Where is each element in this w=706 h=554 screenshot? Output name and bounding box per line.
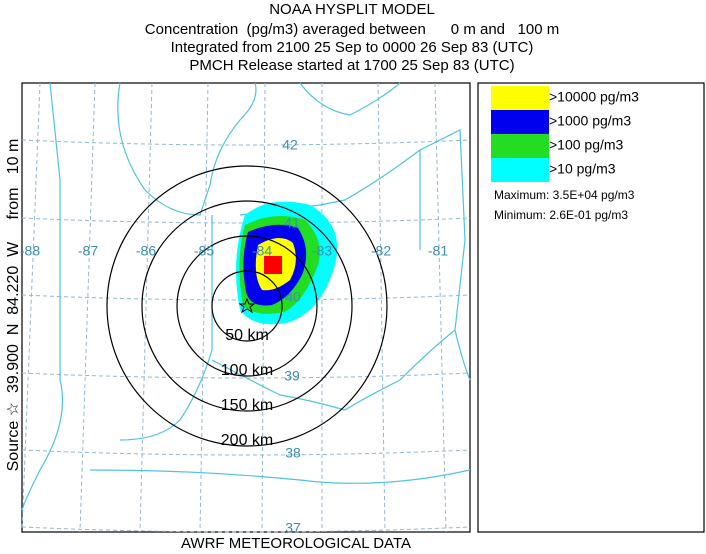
legend-label: >10 pg/m3 — [549, 161, 616, 177]
ring-label: 200 km — [221, 432, 273, 449]
footer: AWRF METEOROLOGICAL DATA — [181, 535, 411, 552]
lon-label: -88 — [20, 243, 40, 259]
lat-label: 41 — [284, 215, 300, 231]
lon-label: -84 — [252, 243, 272, 259]
lon-label: -85 — [194, 243, 214, 259]
legend-swatch — [491, 158, 549, 182]
legend-swatch — [491, 134, 549, 158]
minimum-text: Minimum: 2.6E-01 pg/m3 — [494, 208, 628, 222]
legend-label: >1000 pg/m3 — [549, 113, 631, 129]
legend: >10000 pg/m3 >1000 pg/m3 >100 pg/m3 >10 pg/… — [477, 82, 705, 533]
title-line: PMCH Release started at 1700 25 Sep 83 (… — [189, 57, 514, 74]
map: -88 -87 -86 -85 -84 -83 -82 -81 42 41 40 39 38 37 50 k… — [20, 82, 471, 536]
lon-label: -82 — [371, 243, 391, 259]
legend-swatch — [491, 86, 549, 110]
title-line: Integrated from 2100 25 Sep to 0000 26 S… — [171, 39, 534, 56]
maximum-text: Maximum: 3.5E+04 pg/m3 — [494, 188, 635, 202]
ring-label: 150 km — [221, 397, 273, 414]
lat-label: 39 — [284, 368, 300, 384]
title-line: NOAA HYSPLIT MODEL — [269, 1, 435, 18]
lat-label: 40 — [285, 289, 301, 305]
boundaries — [21, 82, 471, 511]
title-line: Concentration (pg/m3) averaged between 0… — [145, 21, 559, 38]
lon-label: -81 — [428, 243, 448, 259]
lon-label: -87 — [78, 243, 98, 259]
source-label: Source ☆ 39.900 N 84.220 W from 10 m — [5, 139, 22, 472]
plume — [236, 201, 338, 325]
ring-label: 100 km — [221, 362, 273, 379]
legend-label: >100 pg/m3 — [549, 137, 624, 153]
legend-swatch — [491, 110, 549, 134]
source-star — [238, 297, 256, 314]
lon-label: -86 — [136, 243, 156, 259]
lon-label: -83 — [312, 243, 332, 259]
lat-label: 42 — [282, 137, 298, 153]
ring-label: 50 km — [225, 327, 269, 344]
lat-label: 37 — [285, 520, 301, 536]
legend-label: >10000 pg/m3 — [549, 89, 639, 105]
maximum-cell — [264, 256, 282, 274]
lat-label: 38 — [285, 445, 301, 461]
range-rings — [106, 165, 388, 447]
